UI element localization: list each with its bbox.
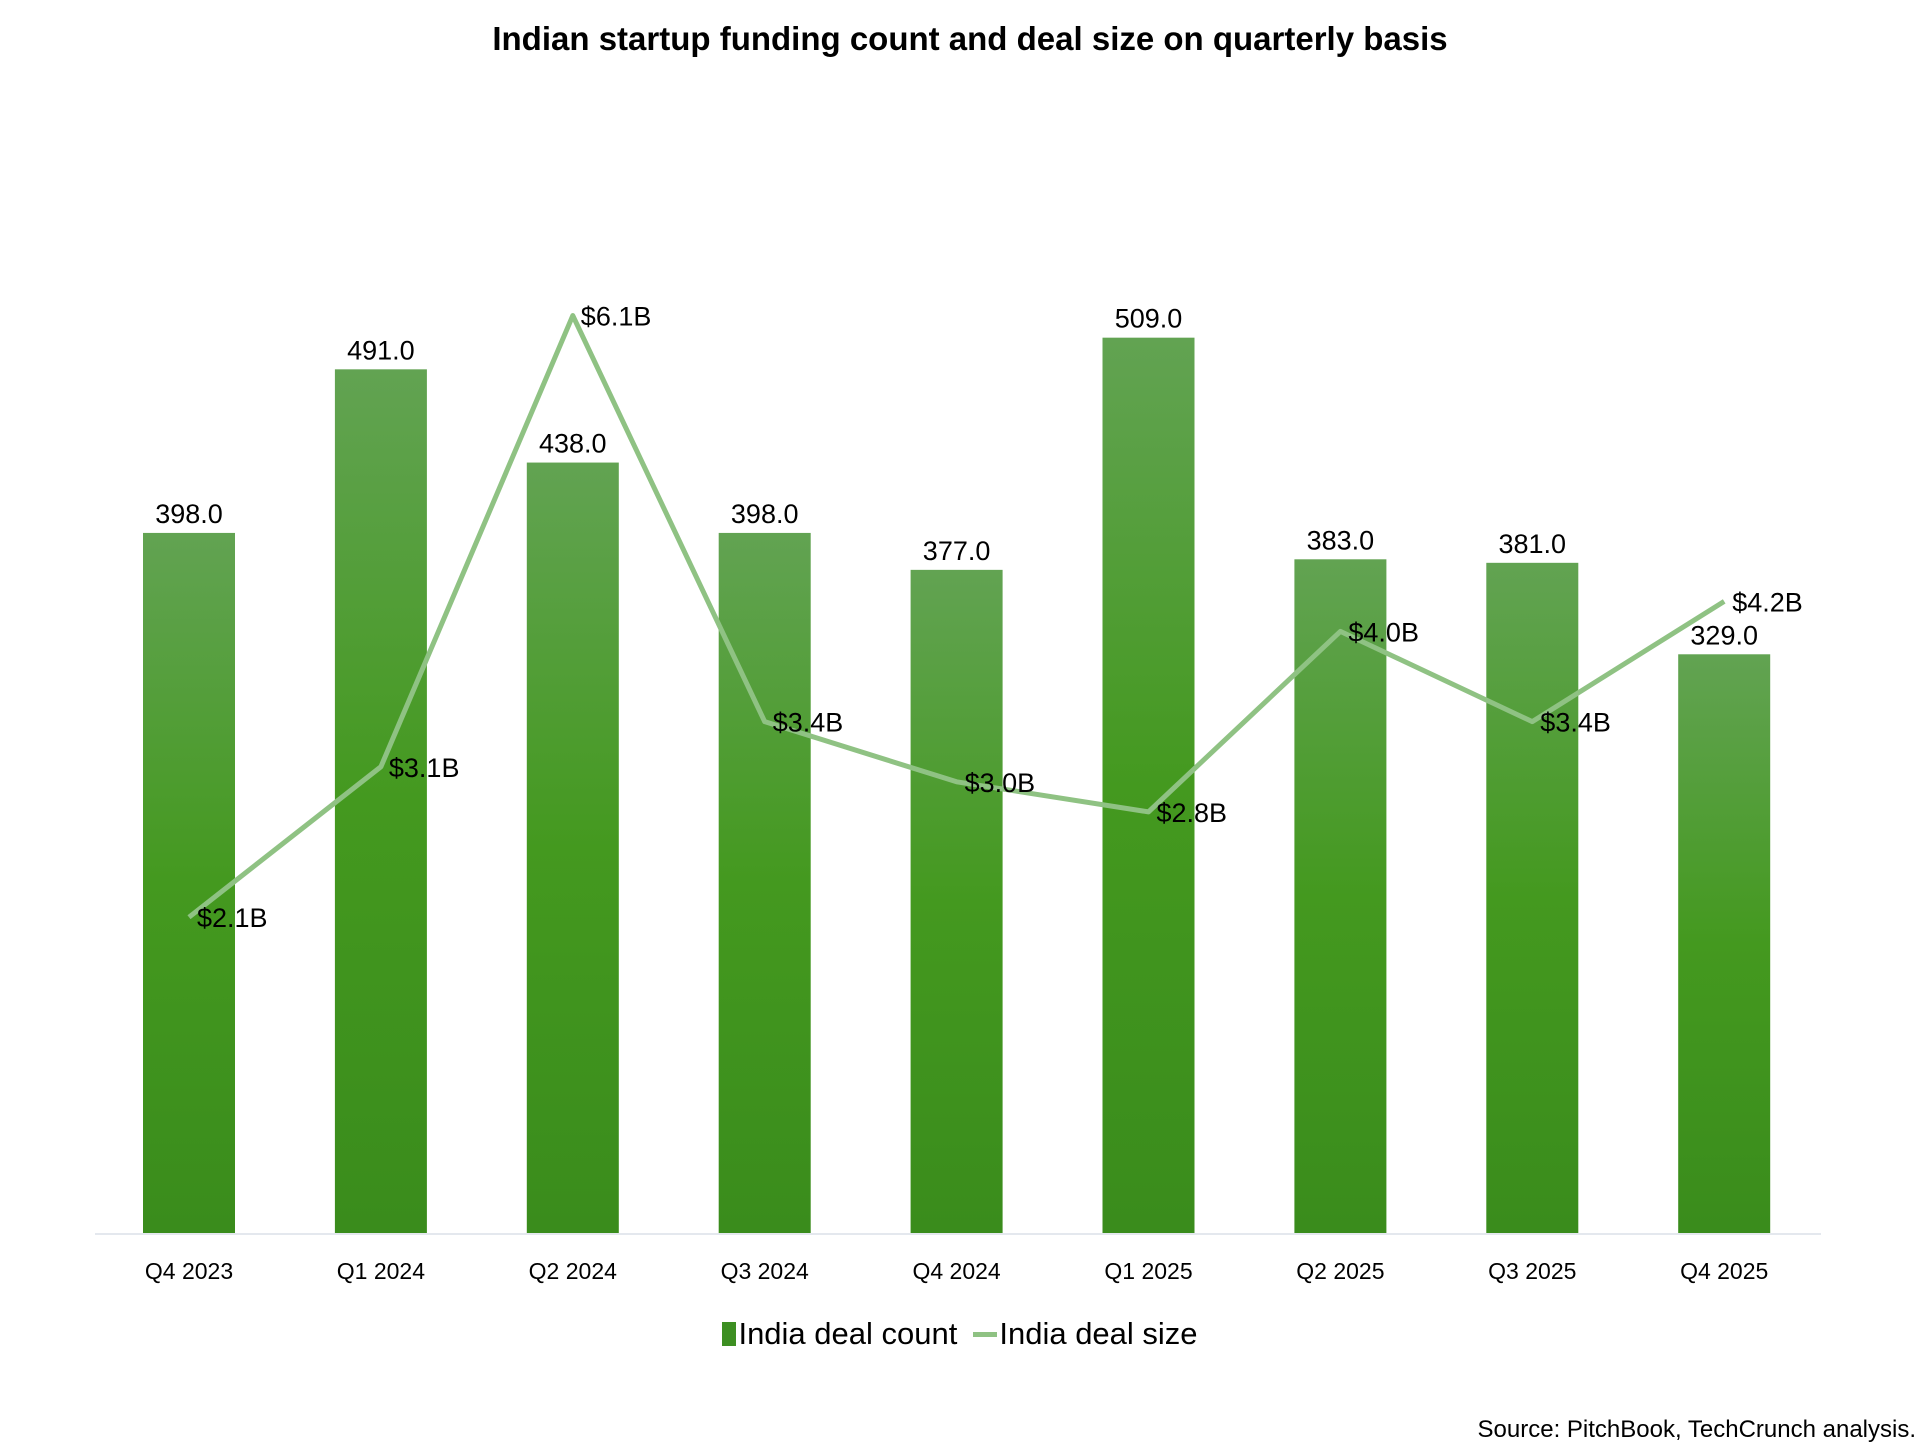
bar-data-label: 398.0 [731, 499, 799, 529]
line-data-label: $3.1B [389, 753, 460, 783]
line-data-label: $3.4B [1540, 708, 1611, 738]
bar-deal-count [1102, 337, 1195, 1233]
x-tick-label: Q4 2025 [1680, 1258, 1768, 1284]
x-tick-label: Q2 2025 [1296, 1258, 1384, 1284]
x-tick-label: Q1 2024 [337, 1258, 425, 1284]
bar-data-label: 377.0 [923, 536, 991, 566]
bar-deal-count [1678, 654, 1771, 1233]
line-data-label: $4.2B [1732, 587, 1803, 617]
legend-swatch-line [973, 1331, 998, 1337]
x-tick-label: Q3 2025 [1488, 1258, 1576, 1284]
line-data-label: $2.1B [197, 903, 268, 933]
chart-title: Indian startup funding count and deal si… [492, 20, 1448, 57]
legend: India deal count India deal size [0, 1316, 1920, 1352]
legend-label: India deal size [999, 1316, 1198, 1351]
line-data-label: $4.0B [1348, 617, 1419, 647]
x-tick-label: Q4 2024 [912, 1258, 1000, 1284]
bar-deal-count [334, 369, 427, 1233]
bar-data-label: 438.0 [539, 429, 607, 459]
bar-deal-count [718, 532, 811, 1233]
legend-label: India deal count [738, 1316, 958, 1351]
legend-swatch-bar [722, 1322, 737, 1346]
bar-deal-count [526, 462, 619, 1234]
line-data-label: $2.8B [1157, 798, 1228, 828]
line-deal-size [187, 313, 1726, 920]
bar-data-label: 491.0 [347, 335, 415, 365]
bar-data-label: 329.0 [1690, 620, 1758, 650]
line-data-label: $3.0B [965, 768, 1036, 798]
line-data-label: $6.1B [581, 302, 652, 332]
bar-deal-count [1294, 559, 1387, 1233]
x-tick-label: Q1 2025 [1104, 1258, 1192, 1284]
bar-deal-count [910, 569, 1003, 1233]
legend-item-deal-count: India deal count [722, 1316, 957, 1352]
bar-data-label: 381.0 [1499, 529, 1567, 559]
x-tick-label: Q3 2024 [721, 1258, 809, 1284]
bar-deal-count [1486, 562, 1579, 1233]
source-note: Source: PitchBook, TechCrunch analysis. [1477, 1416, 1916, 1443]
legend-item-deal-size: India deal size [973, 1316, 1198, 1352]
bar-data-label: 398.0 [155, 499, 223, 529]
x-tick-label: Q2 2024 [529, 1258, 617, 1284]
bar-data-label: 383.0 [1307, 525, 1375, 555]
x-tick-label: Q4 2023 [145, 1258, 233, 1284]
bar-deal-count [143, 532, 235, 1233]
bar-data-label: 509.0 [1115, 304, 1183, 334]
line-data-label: $3.4B [773, 708, 844, 738]
